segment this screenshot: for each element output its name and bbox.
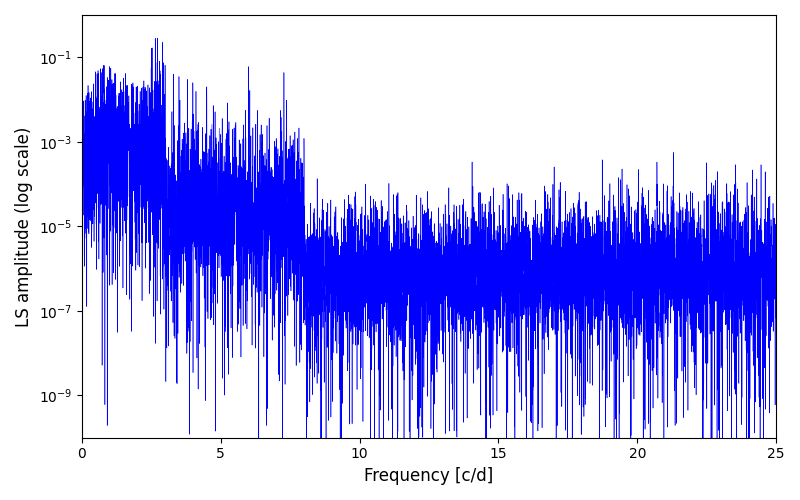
- X-axis label: Frequency [c/d]: Frequency [c/d]: [364, 467, 494, 485]
- Y-axis label: LS amplitude (log scale): LS amplitude (log scale): [15, 126, 33, 326]
